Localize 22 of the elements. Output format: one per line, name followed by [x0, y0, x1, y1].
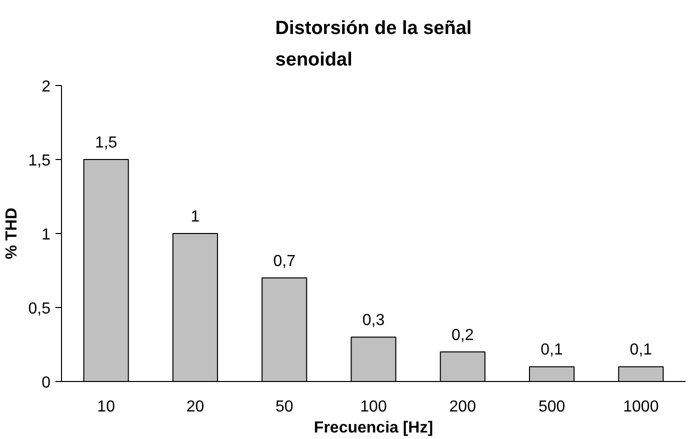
chart-title: Distorsión de la señal senoidal — [275, 18, 472, 70]
x-tick-label: 200 — [449, 398, 476, 416]
data-label: 0,2 — [452, 326, 474, 344]
y-tick-label: 0,5 — [28, 300, 51, 318]
x-tick-label: 10 — [97, 398, 116, 416]
x-tick-label: 50 — [275, 398, 294, 416]
y-tick-label: 2 — [42, 78, 51, 96]
y-tick-label: 1 — [42, 226, 51, 244]
data-label: 1 — [190, 208, 200, 226]
x-axis-title: Frecuencia [Hz] — [314, 420, 434, 436]
data-label: 0,3 — [362, 312, 385, 330]
x-tick-label: 100 — [360, 398, 387, 416]
data-label: 0,1 — [540, 342, 564, 359]
data-label: 0,7 — [273, 252, 296, 270]
x-tick-label: 500 — [538, 398, 566, 416]
x-tick-label: 1000 — [623, 398, 659, 416]
data-label: 0,1 — [630, 342, 652, 359]
x-tick-label: 20 — [186, 398, 204, 416]
data-label: 1,5 — [94, 134, 118, 152]
y-tick-label: 0 — [42, 374, 51, 392]
y-axis-title: % THD — [3, 208, 20, 260]
y-tick-label: 1,5 — [28, 152, 51, 170]
